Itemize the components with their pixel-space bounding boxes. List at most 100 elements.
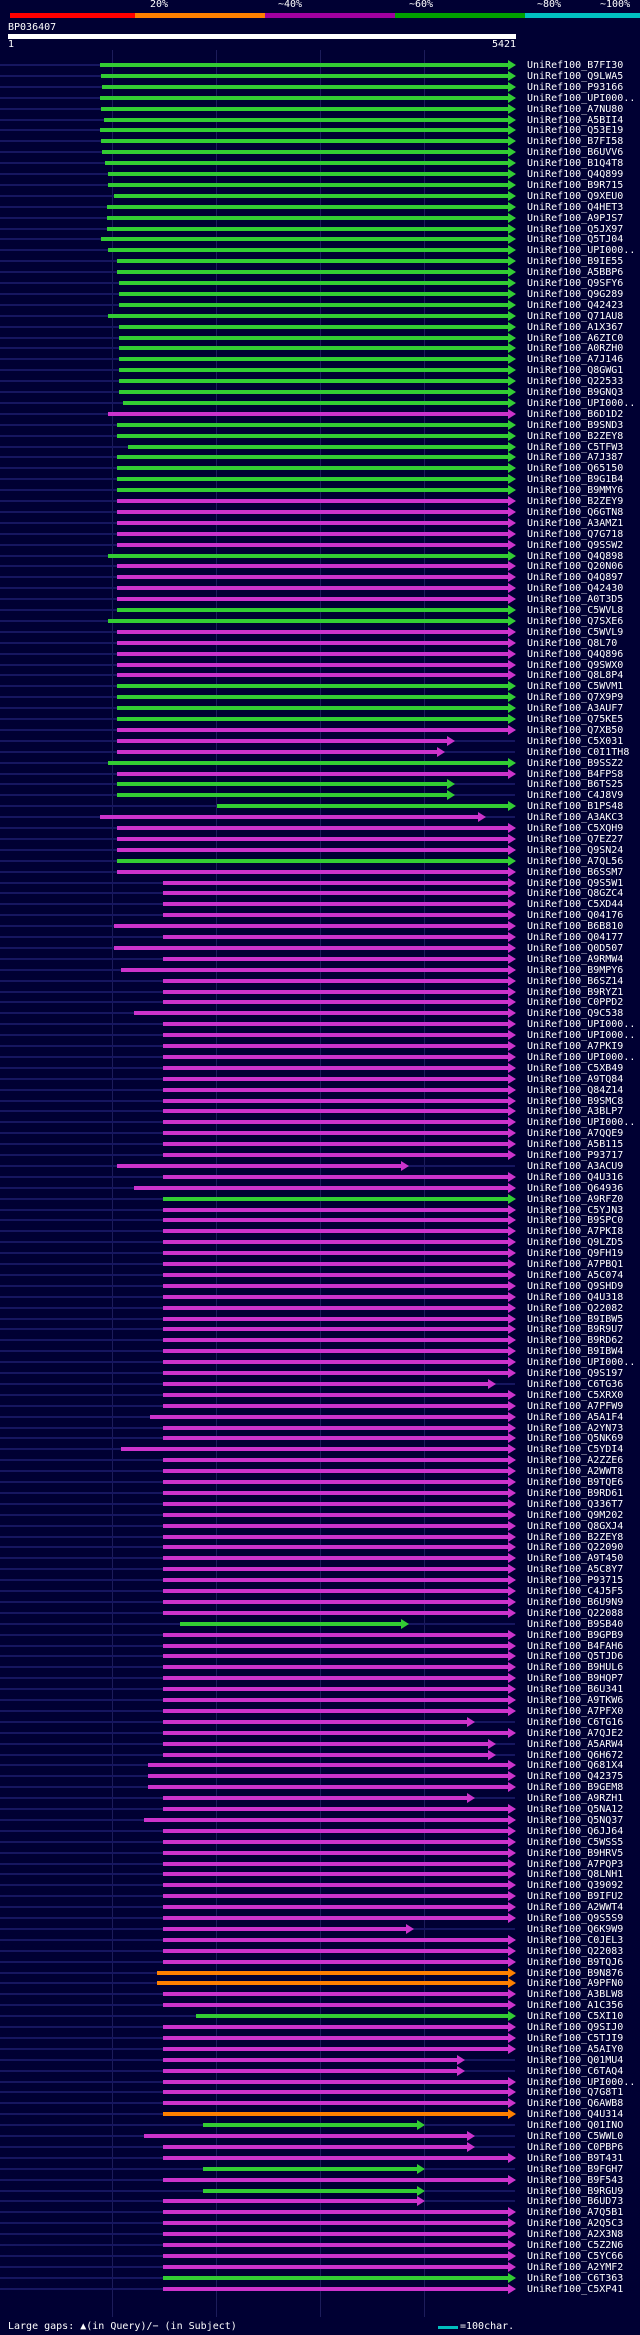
hit-bar[interactable]: [107, 760, 508, 765]
hit-label-link[interactable]: UniRef100_B7FI30: [527, 60, 624, 71]
hit-label-link[interactable]: UniRef100_C5WVL9: [527, 626, 624, 638]
hit-label-link[interactable]: UniRef100_Q22533: [527, 376, 624, 388]
hit-label-link[interactable]: UniRef100_C5X031: [527, 735, 624, 747]
hit-row[interactable]: UniRef100_A5A1F4: [0, 1411, 640, 1423]
hit-row[interactable]: UniRef100_Q9M202: [0, 1509, 640, 1521]
hit-bar[interactable]: [106, 204, 508, 209]
hit-label-link[interactable]: UniRef100_Q5TJ04: [527, 234, 624, 246]
hit-row[interactable]: UniRef100_A9T450: [0, 1553, 640, 1564]
hit-label-link[interactable]: UniRef100_Q9S5S9: [527, 1913, 624, 1924]
hit-row[interactable]: UniRef100_A5BBP6: [0, 267, 640, 278]
hit-bar[interactable]: [163, 1207, 508, 1212]
hit-row[interactable]: UniRef100_Q8GXJ4: [0, 1520, 640, 1532]
hit-bar[interactable]: [157, 1981, 508, 1986]
hit-row[interactable]: UniRef100_Q7G718: [0, 528, 640, 540]
hit-label-link[interactable]: UniRef100_Q5JX97: [527, 223, 624, 235]
hit-label-link[interactable]: UniRef100_C5XQH9: [527, 823, 624, 834]
hit-row[interactable]: UniRef100_A7QQE9: [0, 1128, 640, 1139]
hit-row[interactable]: UniRef100_Q6K9W9: [0, 1923, 640, 1935]
hit-row[interactable]: UniRef100_B9SPC0: [0, 1215, 640, 1226]
hit-label-link[interactable]: UniRef100_B9IFU2: [527, 1891, 624, 1903]
hit-label-link[interactable]: UniRef100_A2Q5C3: [527, 2218, 624, 2230]
hit-label-link[interactable]: UniRef100_B2ZEY8: [527, 430, 624, 442]
hit-bar[interactable]: [163, 1534, 508, 1539]
hit-label-link[interactable]: UniRef100_A9RMW4: [527, 953, 624, 965]
hit-label-link[interactable]: UniRef100_A5A1F4: [527, 1411, 624, 1423]
hit-bar[interactable]: [144, 1817, 508, 1822]
hit-label-link[interactable]: UniRef100_UPI000..: [527, 1051, 636, 1063]
hit-label-link[interactable]: UniRef100_Q9XEU0: [527, 190, 624, 202]
hit-row[interactable]: UniRef100_Q8L70: [0, 637, 640, 649]
hit-bar[interactable]: [163, 1861, 508, 1866]
hit-row[interactable]: UniRef100_A7PFX0: [0, 1705, 640, 1717]
hit-bar[interactable]: [107, 172, 508, 176]
hit-bar[interactable]: [163, 1153, 508, 1157]
hit-bar[interactable]: [163, 2155, 508, 2160]
hit-row[interactable]: UniRef100_A9RMW4: [0, 953, 640, 965]
hit-label-link[interactable]: UniRef100_Q5NQ37: [527, 1814, 624, 1826]
hit-row[interactable]: UniRef100_Q22090: [0, 1542, 640, 1553]
hit-row[interactable]: UniRef100_C5TFW3: [0, 441, 640, 453]
hit-label-link[interactable]: UniRef100_B9GPB9: [527, 1629, 624, 1641]
hit-bar[interactable]: [116, 455, 508, 460]
hit-row[interactable]: UniRef100_B9RD61: [0, 1487, 640, 1499]
hit-row[interactable]: UniRef100_B6UVV6: [0, 147, 640, 158]
hit-label-link[interactable]: UniRef100_B9TQJ6: [527, 1956, 624, 1968]
hit-bar[interactable]: [150, 1414, 508, 1419]
hit-bar[interactable]: [101, 73, 508, 78]
hit-bar[interactable]: [163, 1120, 508, 1125]
hit-label-link[interactable]: UniRef100_A0RZH0: [527, 343, 624, 355]
hit-row[interactable]: UniRef100_Q5NA12: [0, 1804, 640, 1815]
hit-label-link[interactable]: UniRef100_B6UVV6: [527, 147, 624, 159]
hit-bar[interactable]: [163, 913, 508, 918]
hit-row[interactable]: UniRef100_B9IFU2: [0, 1891, 640, 1902]
hit-row[interactable]: UniRef100_Q4Q896: [0, 648, 640, 660]
hit-label-link[interactable]: UniRef100_Q5TJD6: [527, 1651, 624, 1663]
hit-bar[interactable]: [163, 1044, 508, 1048]
hit-label-link[interactable]: UniRef100_UPI000..: [527, 92, 636, 104]
hit-label-link[interactable]: UniRef100_B9HQP7: [527, 1673, 624, 1685]
hit-row[interactable]: UniRef100_B9HQP7: [0, 1673, 640, 1684]
hit-bar[interactable]: [163, 1174, 508, 1179]
hit-row[interactable]: UniRef100_A2ZZE6: [0, 1455, 640, 1466]
hit-label-link[interactable]: UniRef100_Q6GTN8: [527, 506, 624, 518]
hit-row[interactable]: UniRef100_Q4U316: [0, 1171, 640, 1183]
hit-bar[interactable]: [163, 1087, 508, 1092]
hit-bar[interactable]: [116, 608, 508, 612]
hit-label-link[interactable]: UniRef100_Q9SIJ0: [527, 2022, 624, 2033]
hit-label-link[interactable]: UniRef100_B9MMY6: [527, 485, 624, 497]
hit-bar[interactable]: [163, 1381, 488, 1386]
hit-row[interactable]: UniRef100_Q9SWX0: [0, 659, 640, 671]
hit-bar[interactable]: [144, 2134, 468, 2138]
hit-bar[interactable]: [163, 2177, 508, 2182]
hit-row[interactable]: UniRef100_A3AKC3: [0, 812, 640, 823]
hit-label-link[interactable]: UniRef100_B9IBW4: [527, 1346, 624, 1358]
hit-bar[interactable]: [163, 1425, 508, 1430]
hit-label-link[interactable]: UniRef100_Q42430: [527, 583, 624, 595]
hit-row[interactable]: UniRef100_A7Q5B1: [0, 2207, 640, 2218]
hit-bar[interactable]: [118, 324, 508, 329]
hit-row[interactable]: UniRef100_A2WWT4: [0, 1902, 640, 1913]
hit-row[interactable]: UniRef100_A2YN73: [0, 1422, 640, 1434]
hit-bar[interactable]: [106, 226, 508, 231]
hit-row[interactable]: UniRef100_Q22088: [0, 1607, 640, 1619]
hit-bar[interactable]: [163, 1392, 508, 1397]
hit-bar[interactable]: [103, 117, 508, 122]
hit-label-link[interactable]: UniRef100_Q681X4: [527, 1760, 624, 1772]
hit-bar[interactable]: [116, 433, 508, 438]
hit-bar[interactable]: [107, 618, 508, 623]
hit-label-link[interactable]: UniRef100_B4FAH6: [527, 1640, 624, 1652]
hit-bar[interactable]: [116, 629, 508, 634]
hit-bar[interactable]: [163, 1349, 508, 1354]
hit-row[interactable]: UniRef100_B9SB40: [0, 1618, 640, 1630]
hit-label-link[interactable]: UniRef100_B9SSZ2: [527, 757, 624, 769]
hit-bar[interactable]: [163, 1229, 508, 1234]
hit-bar[interactable]: [116, 520, 508, 525]
hit-bar[interactable]: [163, 935, 508, 939]
hit-bar[interactable]: [163, 1556, 508, 1561]
hit-row[interactable]: UniRef100_A7QL56: [0, 855, 640, 867]
hit-row[interactable]: UniRef100_P93166: [0, 81, 640, 93]
hit-label-link[interactable]: UniRef100_B6SSM7: [527, 866, 624, 878]
hit-label-link[interactable]: UniRef100_Q336T7: [527, 1498, 624, 1510]
hit-row[interactable]: UniRef100_Q4U314: [0, 2109, 640, 2120]
